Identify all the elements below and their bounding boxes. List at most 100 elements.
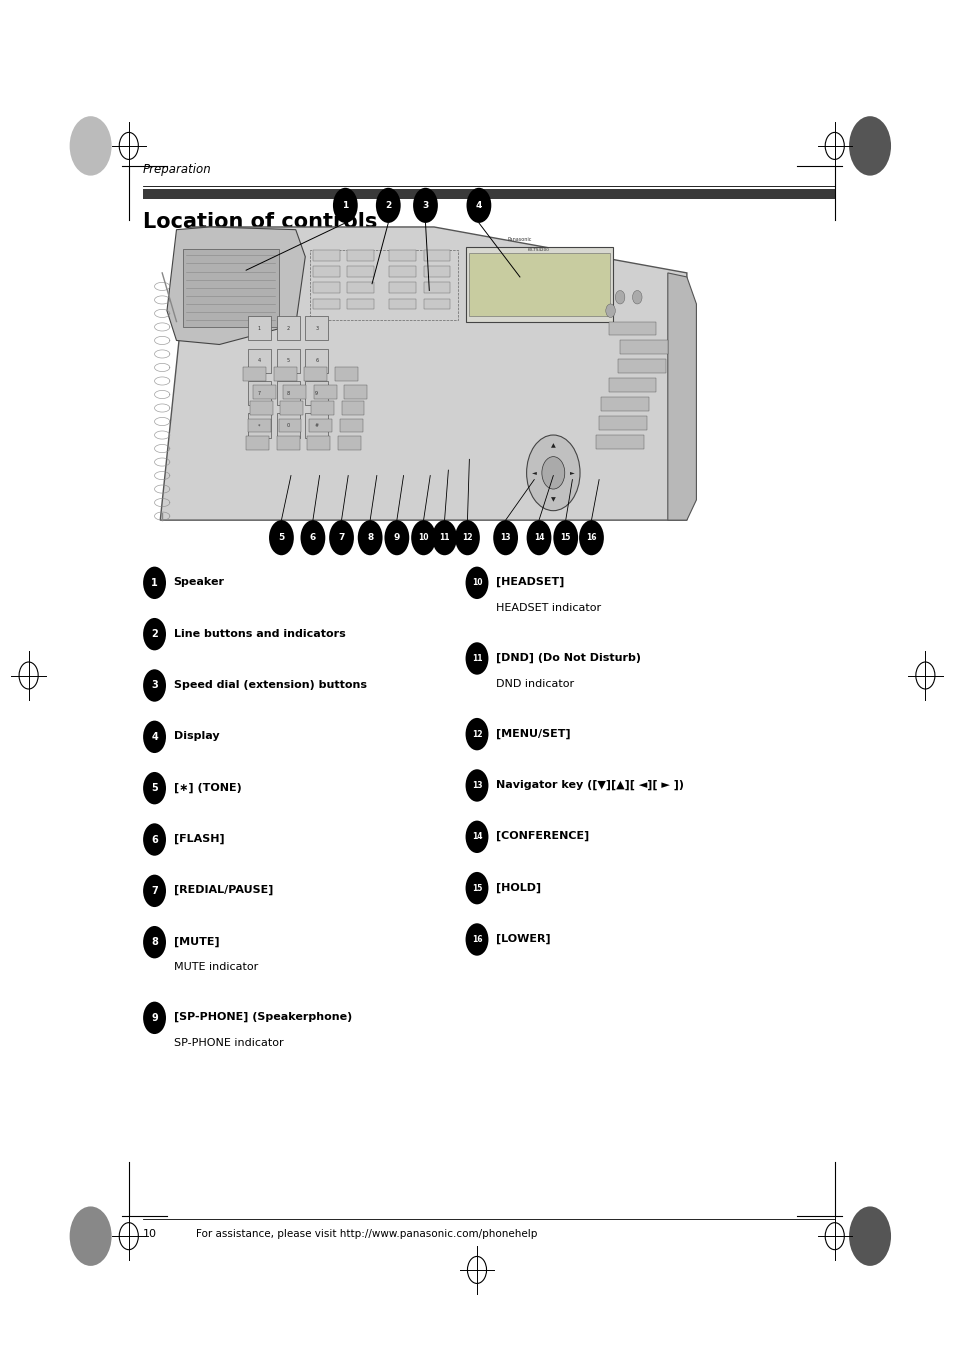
Bar [347, 266, 374, 277]
Bar [246, 436, 269, 450]
Bar [250, 401, 273, 415]
Circle shape [143, 617, 166, 650]
Bar [423, 299, 450, 309]
Circle shape [300, 520, 325, 555]
Bar [276, 349, 299, 373]
Circle shape [143, 925, 166, 958]
Circle shape [465, 566, 488, 598]
Bar [305, 381, 328, 405]
Bar [311, 401, 334, 415]
Bar [276, 413, 299, 438]
Text: 5: 5 [278, 534, 284, 542]
Circle shape [465, 820, 488, 852]
Bar [465, 247, 613, 322]
Circle shape [329, 520, 354, 555]
Polygon shape [667, 273, 696, 520]
Bar [183, 249, 278, 327]
Text: Display: Display [173, 731, 219, 742]
Circle shape [848, 1206, 890, 1266]
Text: 4: 4 [476, 201, 481, 209]
Text: 12: 12 [461, 534, 473, 542]
Circle shape [143, 566, 166, 598]
Text: 11: 11 [471, 654, 482, 663]
Text: Speed dial (extension) buttons: Speed dial (extension) buttons [173, 680, 366, 690]
Circle shape [848, 116, 890, 176]
Text: 16: 16 [585, 534, 597, 542]
Circle shape [526, 520, 551, 555]
Text: 15: 15 [472, 884, 481, 893]
Text: 13: 13 [499, 534, 511, 542]
Bar [313, 250, 339, 261]
Text: Navigator key ([▼][▲][ ◄][ ► ]): Navigator key ([▼][▲][ ◄][ ► ]) [496, 780, 683, 790]
Bar [307, 436, 330, 450]
Text: 5: 5 [286, 358, 290, 363]
Polygon shape [167, 227, 305, 345]
Text: 2: 2 [286, 326, 290, 331]
Text: Panasonic: Panasonic [507, 236, 532, 242]
Circle shape [553, 520, 578, 555]
Text: 14: 14 [471, 832, 482, 842]
Circle shape [455, 520, 479, 555]
Bar [248, 316, 271, 340]
Text: 4: 4 [257, 358, 261, 363]
Circle shape [526, 435, 579, 511]
Bar [596, 435, 643, 449]
Bar [423, 266, 450, 277]
Text: ▼: ▼ [551, 497, 555, 503]
Circle shape [493, 520, 517, 555]
Bar [389, 282, 416, 293]
Text: 5: 5 [151, 784, 158, 793]
Text: [REDIAL/PAUSE]: [REDIAL/PAUSE] [173, 885, 273, 896]
Bar [314, 385, 336, 399]
Bar [389, 299, 416, 309]
Text: Preparation: Preparation [143, 162, 212, 176]
Text: 7: 7 [338, 534, 344, 542]
Circle shape [465, 717, 488, 750]
Text: [FLASH]: [FLASH] [173, 834, 224, 844]
Circle shape [143, 823, 166, 855]
Text: Location of controls: Location of controls [143, 212, 377, 232]
Text: [∗] (TONE): [∗] (TONE) [173, 782, 241, 793]
Text: 1: 1 [151, 578, 158, 588]
Text: ▲: ▲ [551, 443, 555, 449]
Text: 0: 0 [286, 423, 290, 428]
Bar [347, 282, 374, 293]
Bar [143, 189, 834, 199]
Text: 9: 9 [314, 390, 318, 396]
Text: 11: 11 [438, 534, 450, 542]
Bar [253, 385, 275, 399]
Text: 9: 9 [394, 534, 399, 542]
Text: 1: 1 [342, 201, 348, 209]
Bar [280, 401, 303, 415]
Circle shape [143, 720, 166, 753]
Text: [DND] (Do Not Disturb): [DND] (Do Not Disturb) [496, 653, 640, 663]
Bar [335, 367, 357, 381]
Circle shape [465, 642, 488, 674]
Circle shape [413, 188, 437, 223]
Text: 8: 8 [151, 938, 158, 947]
Circle shape [605, 304, 615, 317]
Text: 4: 4 [151, 732, 158, 742]
Bar [274, 367, 296, 381]
Circle shape [411, 520, 436, 555]
Text: [CONFERENCE]: [CONFERENCE] [496, 831, 589, 842]
Bar [309, 419, 332, 432]
Bar [598, 416, 646, 430]
Text: 12: 12 [471, 730, 482, 739]
Text: Speaker: Speaker [173, 577, 224, 588]
Text: 1: 1 [257, 326, 261, 331]
Bar [248, 381, 271, 405]
Text: 6: 6 [314, 358, 318, 363]
Text: [HEADSET]: [HEADSET] [496, 577, 564, 588]
Bar [469, 253, 609, 316]
Text: 7: 7 [151, 886, 158, 896]
Text: 10: 10 [417, 534, 429, 542]
Bar [283, 385, 306, 399]
Text: *: * [258, 423, 260, 428]
Circle shape [70, 116, 112, 176]
Circle shape [143, 874, 166, 907]
Text: Line buttons and indicators: Line buttons and indicators [173, 628, 345, 639]
Text: 3: 3 [151, 681, 158, 690]
Text: KX-TS4200: KX-TS4200 [528, 249, 549, 251]
Bar [278, 419, 301, 432]
